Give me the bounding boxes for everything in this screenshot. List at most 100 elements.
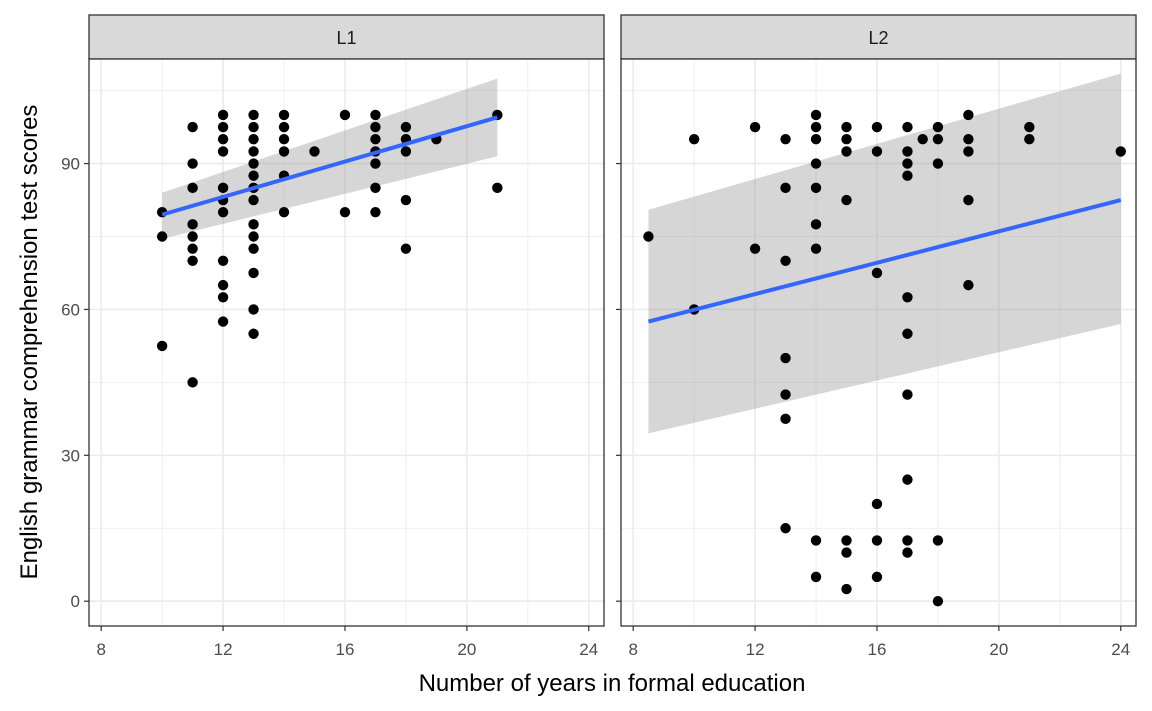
data-point [932,535,944,546]
data-point [902,170,913,181]
data-point [278,206,290,218]
data-point [902,146,913,157]
data-point [963,194,974,206]
data-point [187,255,198,267]
data-point [963,134,974,145]
data-point [810,121,822,133]
facet-panel-l1: L1 8 12 16 20 24 0 30 60 90 [61,14,605,659]
data-point [217,279,229,291]
confidence-band [648,73,1121,434]
data-point [400,243,412,254]
data-point [871,146,883,157]
data-point [871,571,883,583]
data-point [248,304,259,315]
data-point [963,146,974,157]
data-point [248,158,259,169]
data-point [1024,121,1035,133]
facet-strip-label: L1 [336,28,356,48]
data-point [1024,134,1035,145]
data-point [248,267,259,279]
data-point [932,158,944,169]
data-point [278,109,290,121]
data-point [278,134,290,145]
data-point [902,474,913,485]
data-point [841,121,852,133]
data-point [187,182,198,194]
data-point [841,194,852,206]
data-point [309,146,320,157]
data-point [1115,146,1126,157]
data-point [187,158,198,169]
data-point [248,170,259,181]
data-point [963,109,974,121]
data-point [841,146,852,157]
data-point [156,231,168,242]
data-point [187,231,198,242]
regression-line [647,198,1122,324]
x-axis-title: Number of years in formal education [419,670,806,697]
data-point [370,121,381,133]
facet-strip [88,14,605,60]
data-point [810,243,822,254]
x-tick-label: 24 [579,640,598,659]
data-point [370,134,381,145]
data-point [902,535,913,546]
data-point [810,219,822,230]
data-point [248,109,259,121]
data-point [841,535,852,546]
data-point [688,134,700,145]
data-point [370,109,381,121]
data-point [902,547,913,558]
data-point [217,121,229,133]
data-point [871,121,883,133]
data-point [217,316,229,327]
data-point [963,279,974,291]
data-point [187,219,198,230]
data-point [902,389,913,400]
regression-line [161,115,498,217]
data-point [187,121,198,133]
data-point [339,206,351,218]
data-point [932,134,944,145]
data-point [780,255,791,267]
x-tick-label: 12 [214,640,233,659]
data-point [932,595,944,607]
data-point [902,328,913,339]
data-point [400,146,412,157]
data-point [841,547,852,558]
confidence-band [162,78,498,239]
data-point [749,243,761,254]
data-point [871,498,883,510]
data-point [217,292,229,303]
data-point [370,182,381,194]
data-point [780,523,791,534]
y-tick-label: 90 [61,155,80,174]
data-point [749,121,761,133]
data-point [248,231,259,242]
data-point [248,146,259,157]
data-point [841,134,852,145]
data-point [902,158,913,169]
data-point [217,206,229,218]
data-point [810,109,822,121]
data-point [780,352,791,364]
data-point [217,109,229,121]
x-tick-label: 8 [628,640,637,659]
facet-strip [620,14,1137,60]
data-point [278,146,290,157]
data-point [871,535,883,546]
facet-strip-label: L2 [868,28,888,48]
data-point [248,134,259,145]
panels-layer: L1 8 12 16 20 24 0 30 60 90 L2 8 12 16 20 24 [61,14,1137,659]
x-tick-label: 16 [336,640,355,659]
x-tick-label: 24 [1111,640,1130,659]
x-tick-label: 20 [457,640,476,659]
data-point [339,109,351,121]
data-point [248,194,259,206]
data-point [278,121,290,133]
data-point [871,267,883,279]
data-point [917,134,928,145]
y-tick-label: 30 [61,446,80,465]
data-point [810,158,822,169]
